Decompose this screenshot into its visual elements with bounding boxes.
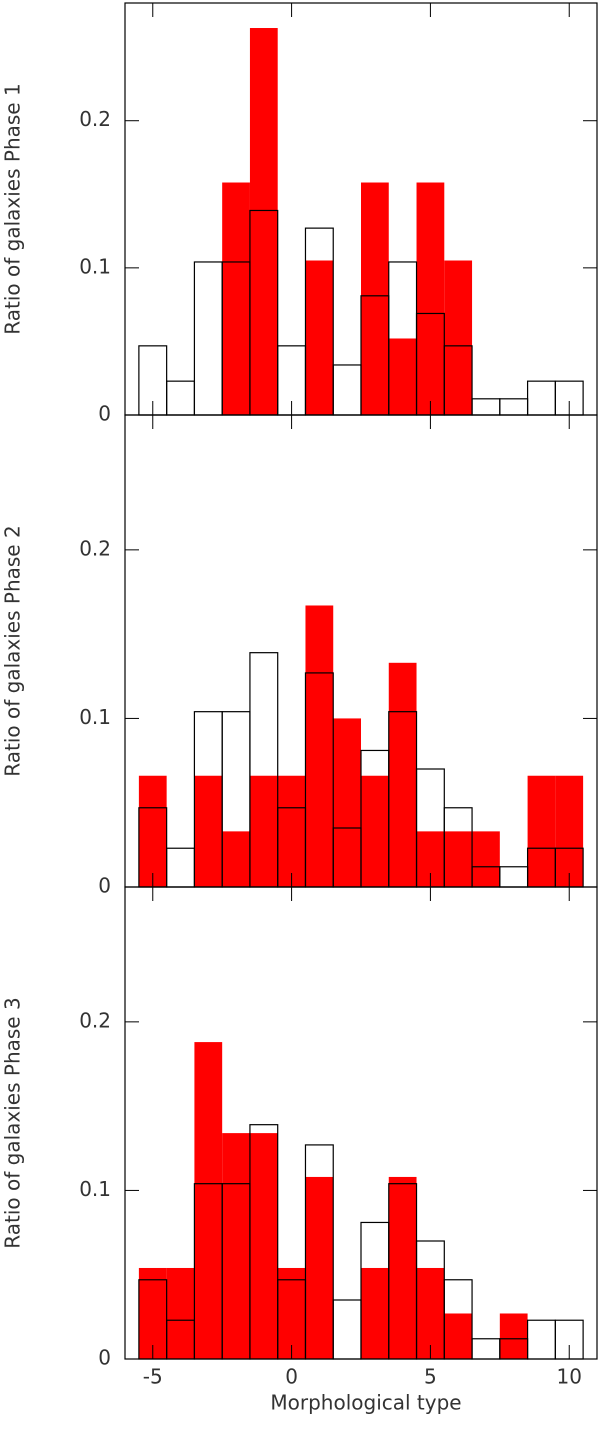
outline-bar xyxy=(471,1338,501,1360)
bar xyxy=(361,1267,389,1359)
bar xyxy=(361,775,389,887)
bar xyxy=(527,775,556,887)
y-axis-label: Ratio of galaxies Phase 2 xyxy=(1,525,25,776)
bar xyxy=(138,775,167,887)
outline-bar xyxy=(332,364,362,416)
plot-frame xyxy=(124,886,598,1360)
bar xyxy=(222,831,250,887)
y-axis-label: Ratio of galaxies Phase 1 xyxy=(1,83,25,334)
bar xyxy=(472,831,500,887)
outline-bar xyxy=(166,847,196,888)
bar xyxy=(222,182,250,415)
y-tick-label: 0.1 xyxy=(79,254,111,278)
outline-bar xyxy=(471,398,501,416)
outline-bar xyxy=(526,1319,556,1360)
x-tick-label: 10 xyxy=(557,1365,582,1389)
bar xyxy=(277,1267,306,1359)
bar xyxy=(361,182,389,415)
bar xyxy=(388,662,417,887)
bar xyxy=(305,605,334,887)
bar xyxy=(194,775,223,887)
bar xyxy=(249,775,278,887)
x-axis-label: Morphological type xyxy=(270,1391,461,1415)
x-tick-label: -5 xyxy=(143,1365,163,1389)
x-tick-label: 0 xyxy=(285,1365,298,1389)
bar xyxy=(444,260,473,415)
bar xyxy=(166,1267,195,1359)
bar xyxy=(194,1042,223,1359)
bar xyxy=(416,182,445,415)
bar xyxy=(138,1267,167,1359)
y-tick-label: 0.2 xyxy=(79,536,111,560)
bar xyxy=(388,338,417,415)
bar xyxy=(499,1313,528,1359)
bar xyxy=(388,1176,417,1359)
y-tick-label: 0 xyxy=(98,1346,111,1370)
outline-bar xyxy=(193,261,223,416)
bar xyxy=(444,1313,473,1359)
y-tick-label: 0.2 xyxy=(79,107,111,131)
y-tick-label: 0 xyxy=(98,402,111,426)
bar xyxy=(333,718,361,887)
bar xyxy=(305,1176,334,1359)
y-tick-label: 0.1 xyxy=(79,1177,111,1201)
y-tick-label: 0.1 xyxy=(79,705,111,729)
outline-bar xyxy=(166,380,196,416)
bar xyxy=(222,1133,250,1359)
outline-bar xyxy=(526,380,556,416)
x-tick-label: 5 xyxy=(424,1365,437,1389)
bar xyxy=(305,260,334,415)
y-tick-label: 0 xyxy=(98,874,111,898)
y-axis-label: Ratio of galaxies Phase 3 xyxy=(1,997,25,1248)
outline-bar xyxy=(332,1299,362,1360)
bar xyxy=(277,775,306,887)
outline-bar xyxy=(499,866,529,888)
bar xyxy=(249,28,278,416)
bar xyxy=(555,775,584,887)
outline-bar xyxy=(499,398,529,416)
bar xyxy=(416,1267,445,1359)
bar xyxy=(249,1133,278,1359)
bar xyxy=(444,831,473,887)
y-tick-label: 0.2 xyxy=(79,1008,111,1032)
